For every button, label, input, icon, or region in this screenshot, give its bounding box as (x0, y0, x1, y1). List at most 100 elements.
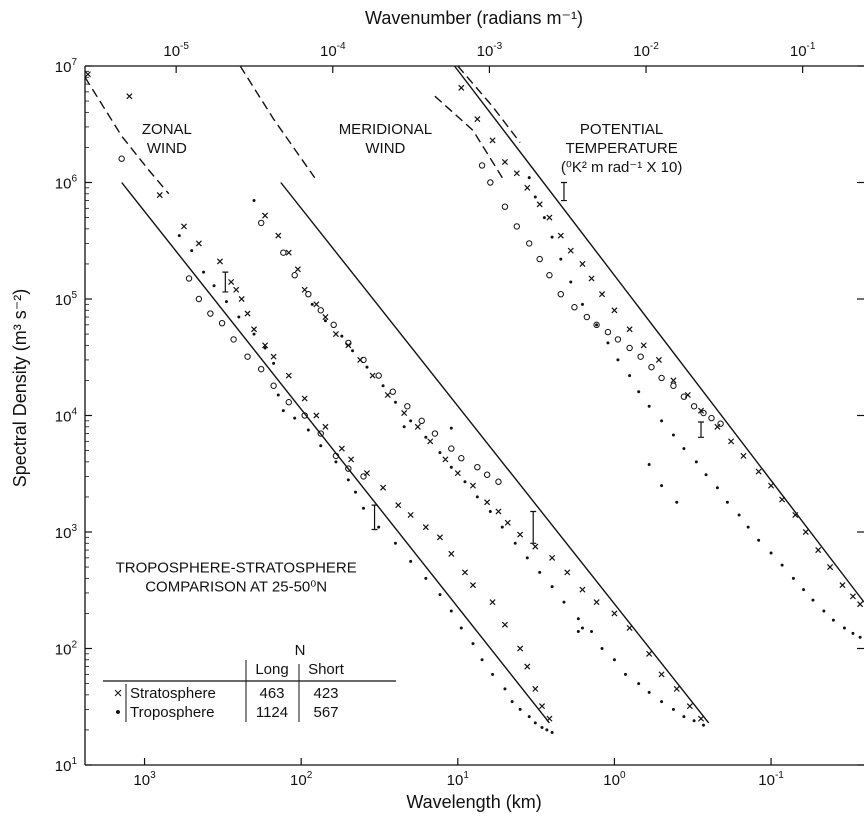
legend-marker: • (115, 704, 120, 721)
troposphere-point (616, 358, 620, 362)
troposphere-point (353, 490, 357, 494)
error-bar (371, 504, 378, 531)
stratosphere-long-point (484, 499, 491, 506)
troposphere-point (263, 346, 267, 350)
troposphere-point (212, 284, 216, 288)
troposphere-point (746, 525, 750, 529)
stratosphere-long-point (294, 266, 301, 273)
troposphere-point (660, 484, 664, 488)
stratosphere-short-point (257, 219, 265, 227)
troposphere-point (424, 576, 428, 580)
legend-column-short: Short (308, 661, 345, 678)
troposphere-point (692, 719, 696, 723)
stratosphere-short-point (501, 203, 509, 210)
stratosphere-long-point (458, 84, 465, 91)
x-tick-label: 100 (603, 770, 626, 789)
troposphere-point (569, 280, 573, 284)
error-bar (698, 421, 705, 438)
stratosphere-long-point (588, 275, 595, 282)
troposphere-point (365, 365, 369, 369)
troposphere-point (480, 658, 484, 662)
troposphere-point (409, 559, 413, 563)
stratosphere-long-point (414, 423, 421, 430)
stratosphere-long-point (640, 342, 647, 349)
troposphere-point (576, 617, 580, 621)
stratosphere-long-point (755, 468, 762, 475)
y-tick-label: 105 (55, 290, 78, 309)
zonal-solid-reference-line (121, 182, 550, 724)
troposphere-point (660, 419, 664, 423)
stratosphere-long-point (363, 470, 371, 477)
reference-lines (84, 65, 864, 724)
stratosphere-short-point (536, 255, 543, 263)
stratosphere-short-point (118, 155, 125, 162)
stratosphere-long-point (489, 599, 496, 606)
stratosphere-short-point (345, 339, 352, 347)
troposphere-point (538, 570, 542, 574)
troposphere-point (628, 374, 632, 378)
troposphere-point (780, 563, 784, 567)
troposphere-point (276, 393, 280, 397)
stratosphere-long-point (686, 703, 693, 710)
legend-column-long: Long (255, 661, 288, 678)
troposphere-point (704, 473, 708, 477)
troposphere-point (281, 409, 285, 413)
troposphere-point (647, 404, 651, 408)
stratosphere-long-point (626, 624, 633, 632)
troposphere-point (542, 216, 546, 220)
stratosphere-long-point (532, 543, 539, 550)
troposphere-point (463, 480, 467, 484)
troposphere-point (323, 319, 327, 323)
troposphere-point (590, 629, 594, 633)
troposphere-point (177, 234, 181, 238)
troposphere-point (510, 700, 514, 704)
stratosphere-short-point (195, 295, 203, 303)
troposphere-point (438, 451, 442, 455)
troposphere-point (580, 626, 584, 630)
troposphere-point (202, 270, 206, 274)
troposphere-point (831, 618, 835, 622)
stratosphere-long-point (348, 456, 355, 463)
stratosphere-short-point (418, 417, 425, 425)
legend-long-count: 463 (259, 685, 284, 702)
legend-header: N (295, 642, 306, 659)
stratosphere-short-point (330, 321, 337, 329)
legend-short-count: 423 (313, 685, 338, 702)
stratosphere-long-point (156, 192, 163, 199)
troposphere-point (224, 300, 228, 304)
stratosphere-long-point (285, 372, 292, 379)
stratosphere-short-point (317, 430, 324, 437)
stratosphere-long-point (474, 116, 481, 123)
stratosphere-long-point (313, 412, 320, 419)
troposphere-point (533, 195, 537, 199)
troposphere-point (513, 541, 517, 545)
stratosphere-short-point (431, 430, 439, 437)
stratosphere-long-point (489, 137, 496, 144)
stratosphere-long-point (461, 569, 468, 576)
stratosphere-short-point (345, 465, 352, 472)
stratosphere-short-point (648, 363, 655, 371)
troposphere-point (623, 672, 627, 676)
stratosphere-long-point (593, 599, 600, 606)
troposphere-point (340, 334, 344, 338)
stratosphere-short-point (680, 393, 688, 400)
temperature-solid-reference-line (453, 65, 864, 603)
zonal-dashed-reference-line (84, 76, 170, 195)
stratosphere-long-point (673, 685, 680, 692)
stratosphere-long-point (567, 247, 574, 254)
y-tick-label: 102 (55, 640, 78, 659)
plot-frame (84, 65, 864, 766)
troposphere-point (527, 715, 531, 719)
stratosphere-long-point (579, 586, 586, 593)
x-tick-label: 101 (447, 770, 470, 789)
stratosphere-long-point (395, 502, 402, 509)
stratosphere-long-point (538, 703, 546, 710)
troposphere-point (550, 235, 554, 239)
stratosphere-short-point (244, 353, 251, 360)
troposphere-point (562, 600, 566, 604)
stratosphere-long-point (536, 201, 543, 208)
troposphere-point (682, 447, 686, 451)
x2-tick-label: 10-4 (320, 41, 346, 60)
troposphere-point (606, 341, 610, 345)
